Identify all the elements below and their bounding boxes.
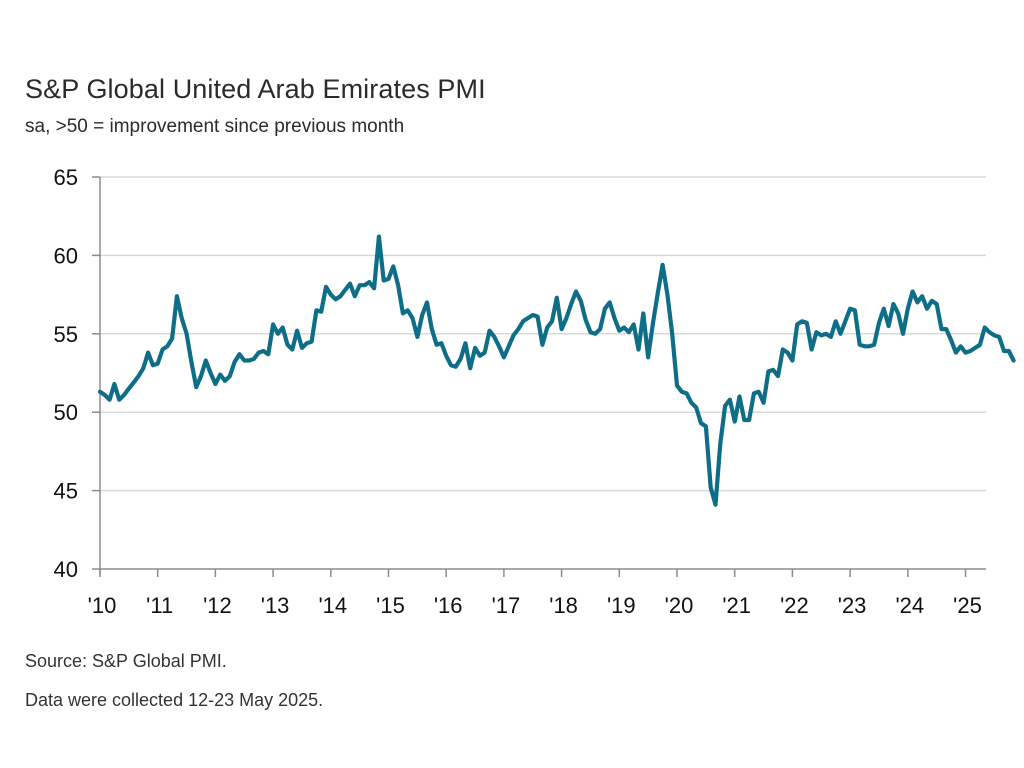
series-line-uae-pmi <box>97 234 1016 507</box>
source-note: Source: S&P Global PMI. <box>25 651 227 671</box>
x-tick-label: '17 <box>492 593 521 618</box>
x-tick-label: '10 <box>88 593 117 618</box>
x-axis-ticks: '10 '11 '12 '13 '14 '15 '16 '17 '18 '19 '20 '21 '22 '… <box>88 569 982 618</box>
x-tick-label: '23 <box>838 593 867 618</box>
x-tick-label: '16 <box>434 593 463 618</box>
x-tick-label: '22 <box>780 593 809 618</box>
x-tick-label: '20 <box>665 593 694 618</box>
series-group <box>97 234 1016 507</box>
y-tick-label: 50 <box>54 400 78 425</box>
x-tick-label: '11 <box>146 593 173 618</box>
y-tick-label: 45 <box>54 479 78 504</box>
x-tick-label: '19 <box>607 593 636 618</box>
x-tick-label: '12 <box>203 593 232 618</box>
y-tick-label: 65 <box>54 165 78 190</box>
x-tick-label: '15 <box>376 593 405 618</box>
y-tick-label: 55 <box>54 322 78 347</box>
x-tick-label: '25 <box>953 593 982 618</box>
y-tick-label: 40 <box>54 557 78 582</box>
x-tick-label: '24 <box>895 593 924 618</box>
collection-note: Data were collected 12-23 May 2025. <box>25 690 324 710</box>
x-tick-label: '18 <box>549 593 578 618</box>
gridlines <box>100 176 986 492</box>
y-axis-ticks: 40 45 50 55 60 65 <box>54 165 100 582</box>
axes <box>99 177 986 575</box>
x-tick-label: '13 <box>261 593 290 618</box>
x-tick-label: '21 <box>722 593 751 618</box>
x-tick-label: '14 <box>318 593 347 618</box>
chart-title: S&P Global United Arab Emirates PMI <box>25 74 486 104</box>
chart-subtitle: sa, >50 = improvement since previous mon… <box>25 116 405 137</box>
y-tick-label: 60 <box>54 243 78 268</box>
